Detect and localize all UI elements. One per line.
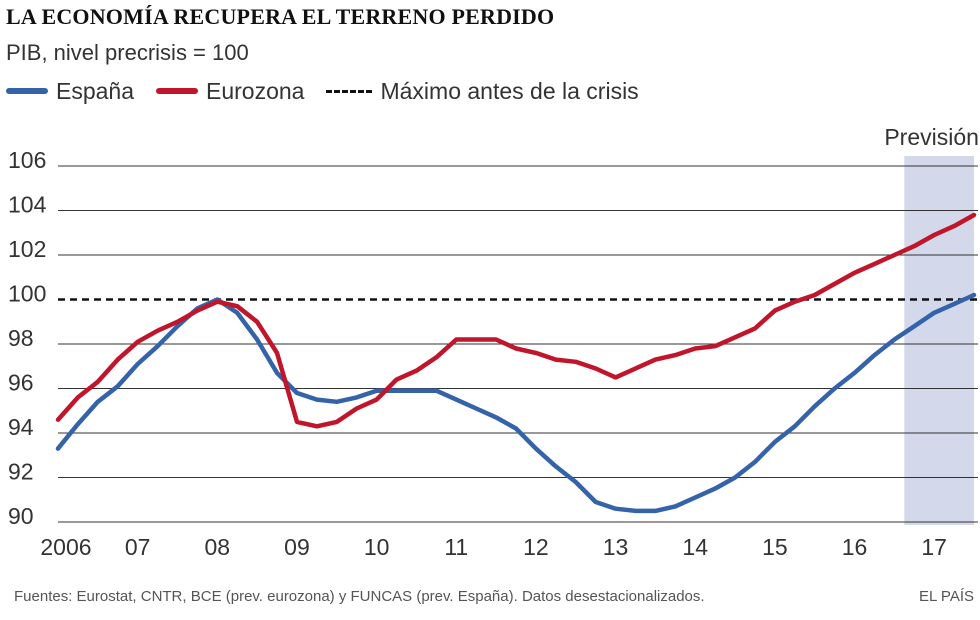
- x-tick-label-11: 11: [444, 534, 468, 560]
- legend-item-eurozone: Eurozona: [156, 78, 304, 105]
- chart-title: LA ECONOMÍA RECUPERA EL TERRENO PERDIDO: [6, 4, 555, 29]
- x-tick-label-13: 13: [603, 534, 629, 560]
- legend-swatch-pre-crisis: [326, 89, 373, 93]
- legend-label-pre-crisis: Máximo antes de la crisis: [380, 77, 639, 104]
- x-tick-label-09: 09: [284, 534, 310, 560]
- x-tick-label-12: 12: [523, 534, 549, 560]
- chart-legend: España Eurozona Máximo antes de la crisi…: [6, 76, 661, 106]
- legend-item-spain: España: [6, 78, 134, 105]
- x-tick-label-15: 15: [762, 534, 788, 560]
- series-line-espana: [55, 292, 977, 514]
- y-tick-label-96: 96: [8, 370, 34, 396]
- x-tick-label-14: 14: [682, 534, 708, 560]
- y-tick-label-94: 94: [8, 414, 34, 440]
- x-tick-label-17: 17: [921, 534, 947, 560]
- y-tick-label-104: 104: [8, 192, 47, 218]
- legend-label-eurozone: Eurozona: [206, 77, 305, 104]
- y-tick-label-92: 92: [8, 459, 34, 485]
- forecast-label: Previsión: [884, 124, 979, 150]
- source-note: Fuentes: Eurostat, CNTR, BCE (prev. euro…: [14, 588, 705, 605]
- y-tick-label-90: 90: [8, 503, 34, 529]
- legend-swatch-eurozone: [156, 88, 199, 94]
- y-tick-label-100: 100: [8, 281, 46, 307]
- y-tick-label-98: 98: [8, 325, 34, 351]
- chart-subtitle: PIB, nivel precrisis = 100: [6, 40, 249, 65]
- x-tick-label-16: 16: [842, 534, 868, 560]
- x-tick-label-10: 10: [364, 534, 390, 560]
- x-tick-label-08: 08: [205, 534, 231, 560]
- legend-label-spain: España: [56, 77, 135, 104]
- forecast-band: [904, 156, 975, 525]
- publisher-logo: EL PAÍS: [918, 588, 974, 605]
- legend-swatch-spain: [6, 88, 48, 94]
- y-tick-label-102: 102: [8, 236, 46, 262]
- y-tick-label-106: 106: [8, 147, 46, 173]
- x-tick-label-07: 07: [125, 534, 151, 560]
- series-line-eurozona: [55, 212, 977, 429]
- legend-item-pre-crisis: Máximo antes de la crisis: [326, 77, 639, 105]
- x-tick-label-2006: 2006: [40, 534, 91, 560]
